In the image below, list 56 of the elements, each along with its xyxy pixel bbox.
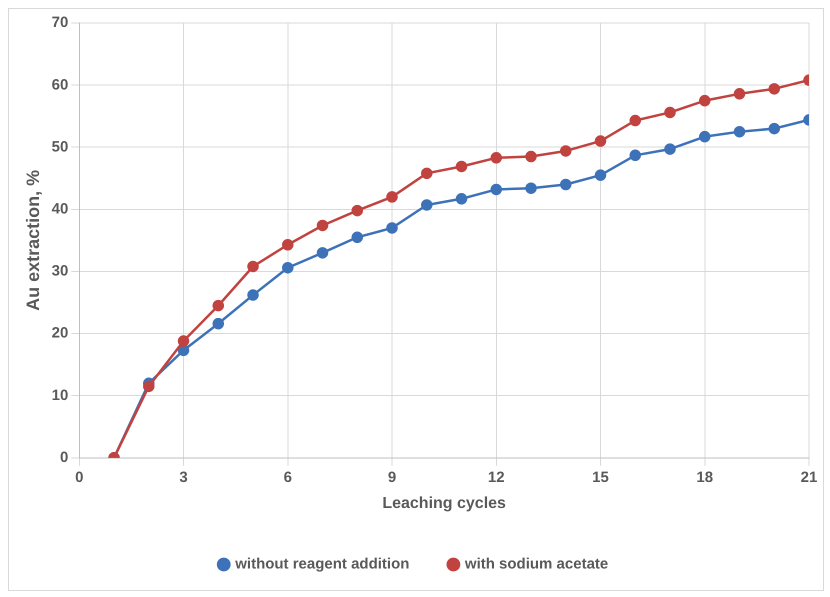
y-tick-label: 10 (52, 386, 68, 404)
y-tick-label: 30 (52, 262, 68, 280)
point (386, 191, 398, 203)
point (490, 184, 502, 196)
x-tick-label: 15 (592, 468, 609, 486)
point (768, 122, 780, 134)
point (282, 262, 294, 274)
point (525, 182, 537, 194)
point (212, 318, 224, 330)
x-tick-label: 12 (488, 468, 505, 486)
point (594, 135, 606, 147)
point (768, 83, 780, 95)
point (352, 204, 364, 216)
x-tick-label: 18 (696, 468, 714, 486)
y-tick-label: 50 (52, 138, 68, 156)
point (630, 114, 642, 126)
point (664, 143, 676, 155)
point (664, 106, 676, 118)
y-tick-label: 40 (52, 200, 68, 218)
point (734, 126, 746, 138)
x-tick-label: 9 (388, 468, 396, 486)
point (456, 193, 468, 205)
point (247, 260, 259, 272)
point (699, 130, 711, 142)
point (421, 199, 433, 211)
point (699, 94, 711, 106)
y-tick-label: 60 (52, 76, 68, 94)
point (630, 150, 642, 162)
point (247, 289, 259, 301)
y-tick-label: 70 (52, 14, 68, 32)
point (282, 239, 294, 250)
point (316, 220, 328, 232)
point (421, 168, 433, 180)
point (734, 88, 746, 100)
point (525, 150, 537, 162)
x-axis-title: Leaching cycles (382, 494, 506, 512)
y-tick-label: 20 (52, 324, 68, 342)
point (143, 380, 155, 392)
point (178, 335, 190, 347)
point (456, 160, 468, 172)
point (352, 232, 364, 244)
point (386, 222, 398, 234)
point (212, 300, 224, 312)
y-tick-label: 0 (60, 448, 68, 466)
x-tick-label: 6 (284, 468, 292, 486)
x-tick-label: 3 (179, 468, 188, 486)
x-tick-label: 21 (800, 468, 818, 486)
point (594, 169, 606, 181)
point (316, 247, 328, 259)
legend-label: with sodium acetate (464, 556, 608, 573)
x-tick-label: 0 (75, 468, 84, 486)
y-axis-title: Au extraction, % (22, 170, 43, 311)
point (560, 178, 572, 190)
legend-label: without reagent addition (234, 556, 410, 573)
point (560, 145, 572, 157)
point (490, 152, 502, 164)
